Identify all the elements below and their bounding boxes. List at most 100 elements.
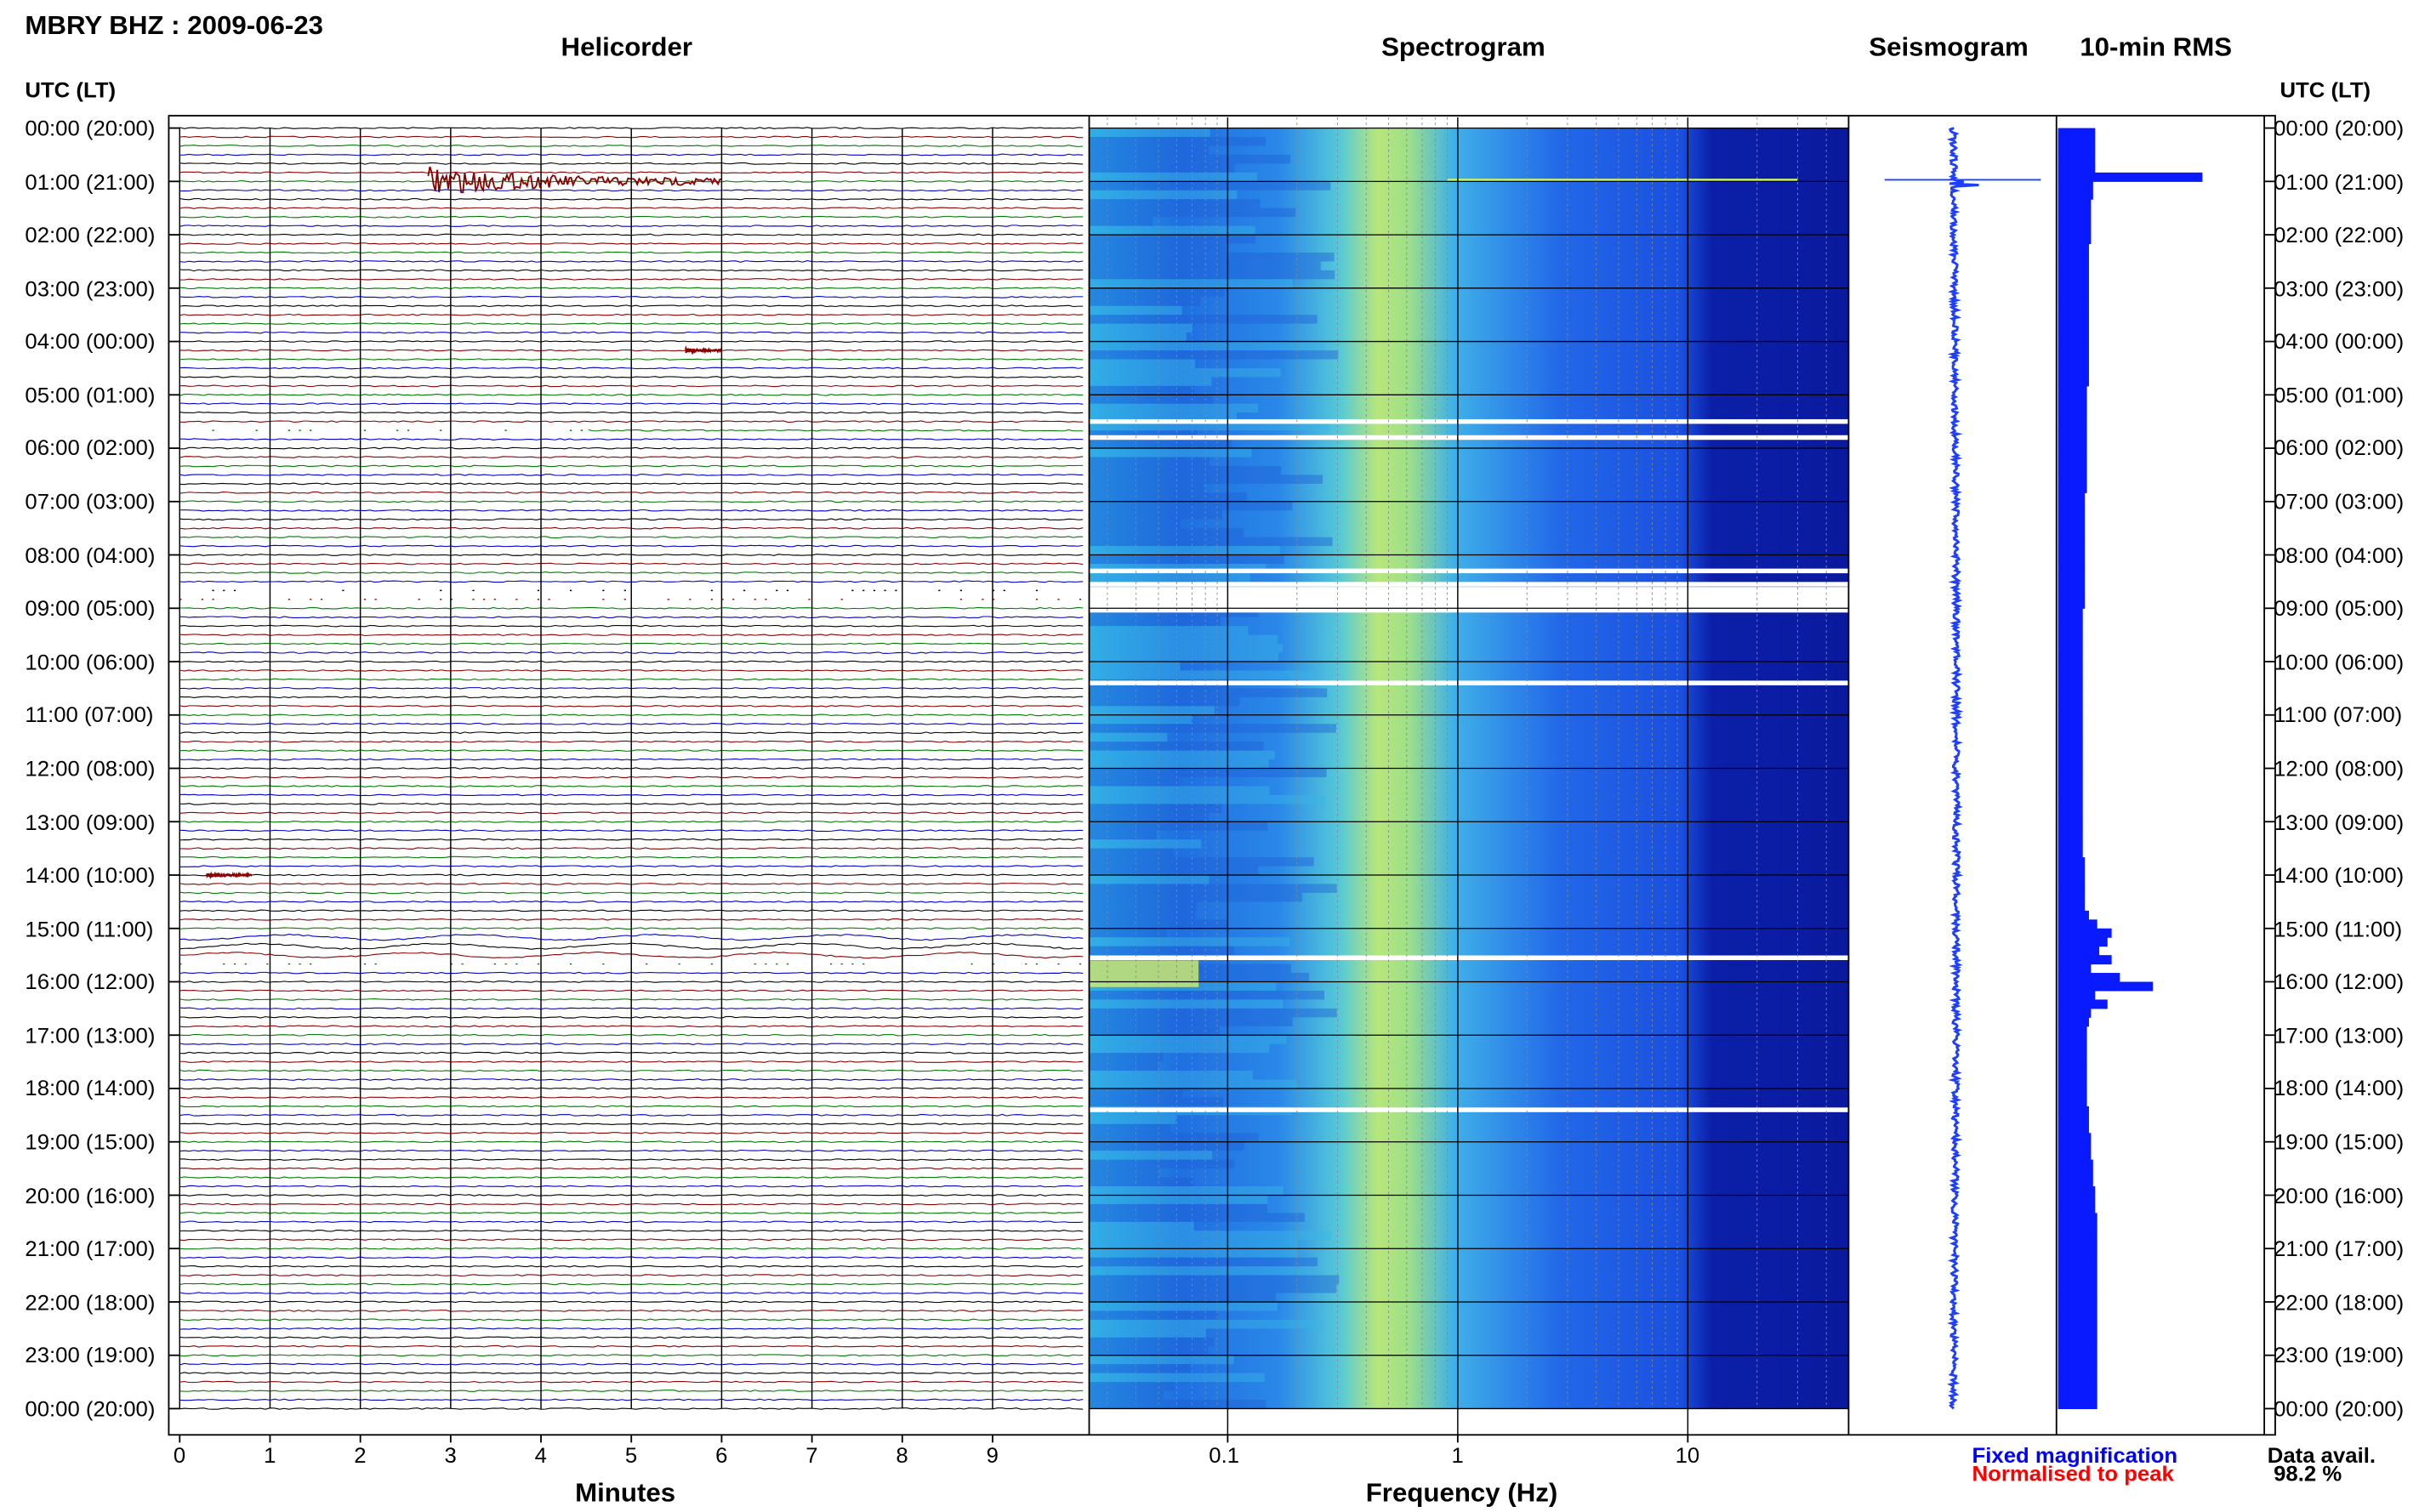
rms-bar xyxy=(2058,270,2089,280)
spectrogram-lowfreq-texture xyxy=(1089,1239,1299,1249)
spectrogram-lowfreq-texture xyxy=(1089,670,1316,679)
rms-bar xyxy=(2058,1097,2087,1107)
rms-bar xyxy=(2058,528,2086,538)
rms-bar xyxy=(2058,1257,2097,1267)
rms-bar xyxy=(2058,546,2086,556)
spectrogram-lowfreq-texture xyxy=(1089,572,1250,582)
time-label-left: 17:00 (13:00) xyxy=(25,1022,156,1048)
spectrogram-lowfreq-texture xyxy=(1089,812,1210,822)
rms-bar xyxy=(2058,385,2087,395)
helicorder-event xyxy=(206,871,253,880)
rms-bar xyxy=(2058,990,2096,1000)
spectrogram-lowfreq-texture xyxy=(1089,1133,1259,1142)
spectrogram-lowfreq-texture xyxy=(1089,794,1324,804)
spectrogram-lowfreq-texture xyxy=(1089,395,1213,404)
spectrogram-lowfreq-texture xyxy=(1089,421,1329,431)
spectrogram-lowfreq-texture xyxy=(1089,235,1255,244)
rms-bar xyxy=(2058,1213,2097,1223)
time-label-right: 21:00 (17:00) xyxy=(2274,1236,2405,1261)
time-label-right: 18:00 (14:00) xyxy=(2274,1076,2405,1101)
rms-bar xyxy=(2058,1364,2097,1374)
rms-bar xyxy=(2058,252,2089,262)
spectrogram-gap xyxy=(1089,418,1849,424)
spectrogram-lowfreq-texture xyxy=(1089,1017,1293,1026)
spectrogram-lowfreq-texture xyxy=(1089,714,1192,725)
rms-bar xyxy=(2058,261,2089,271)
time-label-right: 15:00 (11:00) xyxy=(2274,916,2403,941)
rms-bar xyxy=(2058,359,2089,369)
spectrogram-lowfreq-texture xyxy=(1089,1203,1267,1214)
spectrogram-lowfreq-texture xyxy=(1089,1346,1208,1356)
spectrogram-lowfreq-texture xyxy=(1089,1319,1323,1329)
legend-fixed-magnification: Fixed magnification xyxy=(1972,1442,2178,1468)
rms-bar xyxy=(2058,1088,2087,1098)
rms-bar xyxy=(2058,430,2087,441)
rms-bar xyxy=(2058,1071,2087,1081)
spectrogram-lowfreq-texture xyxy=(1089,1071,1253,1080)
spectrogram-lowfreq-texture xyxy=(1089,448,1252,458)
time-label-right: 02:00 (22:00) xyxy=(2274,222,2405,247)
rms-bar xyxy=(2058,999,2108,1009)
rms-bar xyxy=(2058,599,2086,609)
spectrogram-lowfreq-texture xyxy=(1089,1364,1191,1373)
rms-bar xyxy=(2058,1231,2097,1241)
rms-bar xyxy=(2058,1043,2087,1054)
rms-bar xyxy=(2058,839,2083,850)
rms-bar xyxy=(2058,768,2083,778)
rms-bar xyxy=(2058,305,2089,315)
spectrogram-lowfreq-texture xyxy=(1089,1035,1287,1044)
rms-bar xyxy=(2058,963,2092,974)
spectrogram-lowfreq-texture xyxy=(1089,1026,1220,1036)
rms-bar xyxy=(2058,1026,2087,1036)
spectrogram-lowfreq-texture xyxy=(1089,350,1339,360)
spectrogram-lowfreq-texture xyxy=(1089,696,1240,707)
minute-tick-label: 8 xyxy=(896,1442,908,1468)
spectrogram-lowfreq-texture xyxy=(1089,1266,1312,1276)
time-label-right: 01:00 (21:00) xyxy=(2274,168,2405,194)
rms-bar xyxy=(2058,519,2086,529)
rms-bar xyxy=(2058,537,2086,547)
rms-bar xyxy=(2058,235,2092,245)
time-label-right: 07:00 (03:00) xyxy=(2274,489,2405,514)
spectrogram-lowfreq-texture xyxy=(1089,786,1270,795)
time-label-left: 11:00 (07:00) xyxy=(25,702,154,728)
rms-bar xyxy=(2058,1390,2097,1401)
data-avail-value: 98.2 % xyxy=(2274,1461,2342,1486)
spectrogram-lowfreq-texture xyxy=(1089,1328,1206,1338)
spectrogram-gap xyxy=(1089,568,1849,574)
rms-bar xyxy=(2058,1195,2096,1205)
rms-bar xyxy=(2058,1275,2097,1285)
helicorder-xlabel: Minutes xyxy=(575,1478,676,1508)
spectrogram-lowfreq-texture xyxy=(1089,501,1293,511)
spectrogram-lowfreq-texture xyxy=(1089,1213,1305,1222)
rms-bar xyxy=(2058,501,2086,511)
spectrogram-lowfreq-texture xyxy=(1089,1301,1278,1311)
spectrogram-lowfreq-texture xyxy=(1089,528,1244,537)
rms-bar xyxy=(2058,510,2086,520)
seismogram-panel xyxy=(1884,116,2058,1435)
spectrogram-lowfreq-texture xyxy=(1089,492,1248,502)
spectrogram-lowfreq-texture xyxy=(1089,990,1324,1000)
time-label-right: 04:00 (00:00) xyxy=(2274,329,2405,355)
spectrogram-lowfreq-texture xyxy=(1089,742,1264,751)
rms-bar xyxy=(2058,901,2086,912)
rms-bar xyxy=(2058,776,2083,787)
time-label-right: 03:00 (23:00) xyxy=(2274,276,2405,301)
spectrogram-lowfreq-texture xyxy=(1089,866,1259,876)
time-label-left: 03:00 (23:00) xyxy=(25,276,156,301)
rms-bar xyxy=(2058,714,2083,725)
spectrogram-lowfreq-texture xyxy=(1089,323,1192,333)
spectrogram-lowfreq-texture xyxy=(1089,537,1333,547)
rms-bar xyxy=(2058,199,2092,209)
helicorder-event xyxy=(685,345,722,355)
rms-bar xyxy=(2058,1123,2089,1134)
rms-bar xyxy=(2058,1310,2097,1321)
spectrogram-lowfreq-texture xyxy=(1089,252,1335,262)
spectrogram-lowfreq-texture xyxy=(1089,412,1238,422)
rms-bar xyxy=(2058,333,2089,343)
spectrogram-lowfreq-texture xyxy=(1089,875,1210,884)
spectrogram-lowfreq-texture xyxy=(1089,439,1232,449)
spectrogram-lowfreq-texture xyxy=(1089,759,1269,769)
rms-bar xyxy=(2058,439,2087,449)
right-time-header: UTC (LT) xyxy=(2280,77,2371,102)
